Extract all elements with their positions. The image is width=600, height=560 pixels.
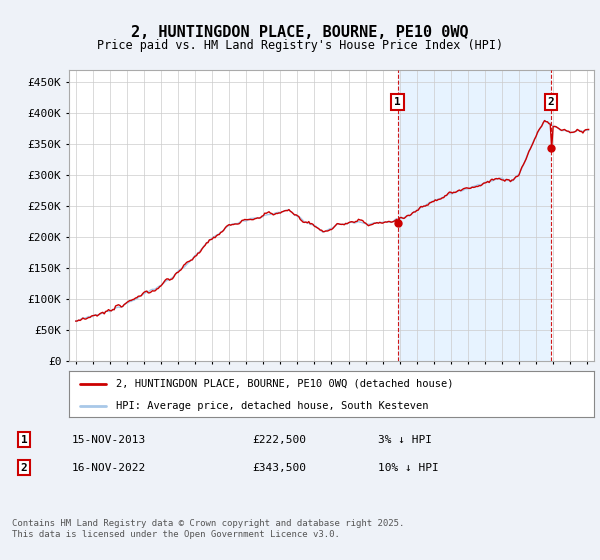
Text: 2: 2 xyxy=(20,463,28,473)
Text: 2: 2 xyxy=(548,97,554,107)
Text: 1: 1 xyxy=(394,97,401,107)
Text: 15-NOV-2013: 15-NOV-2013 xyxy=(72,435,146,445)
Text: £222,500: £222,500 xyxy=(252,435,306,445)
Text: 10% ↓ HPI: 10% ↓ HPI xyxy=(378,463,439,473)
Bar xyxy=(398,70,551,361)
Text: 1: 1 xyxy=(20,435,28,445)
Text: 2, HUNTINGDON PLACE, BOURNE, PE10 0WQ: 2, HUNTINGDON PLACE, BOURNE, PE10 0WQ xyxy=(131,25,469,40)
Text: Price paid vs. HM Land Registry's House Price Index (HPI): Price paid vs. HM Land Registry's House … xyxy=(97,39,503,53)
Text: 3% ↓ HPI: 3% ↓ HPI xyxy=(378,435,432,445)
Text: £343,500: £343,500 xyxy=(252,463,306,473)
Text: Contains HM Land Registry data © Crown copyright and database right 2025.
This d: Contains HM Land Registry data © Crown c… xyxy=(12,520,404,539)
Text: 2, HUNTINGDON PLACE, BOURNE, PE10 0WQ (detached house): 2, HUNTINGDON PLACE, BOURNE, PE10 0WQ (d… xyxy=(116,379,454,389)
Text: 16-NOV-2022: 16-NOV-2022 xyxy=(72,463,146,473)
Text: HPI: Average price, detached house, South Kesteven: HPI: Average price, detached house, Sout… xyxy=(116,401,429,410)
